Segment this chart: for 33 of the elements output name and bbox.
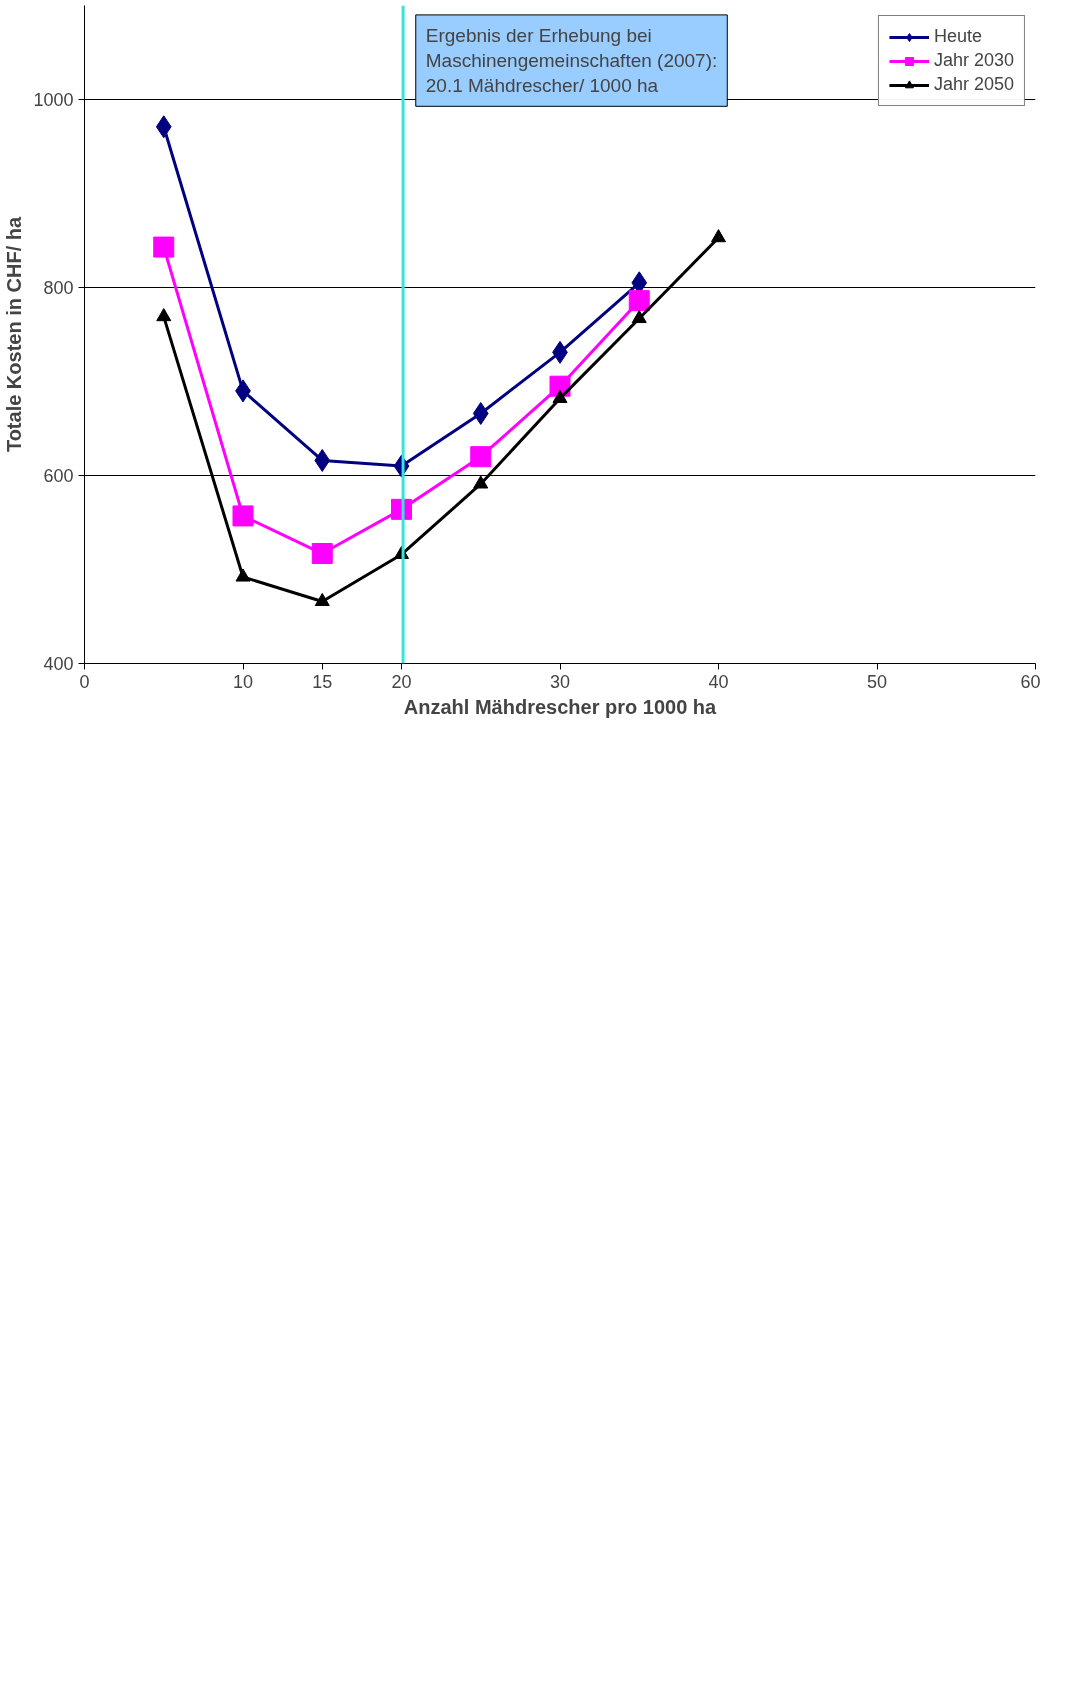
ref-line-label: Ergebnis der Erhebung bei Maschinengemeinschaften (2007): 20.1 Mähdrescher/ 1000 ha: [425, 24, 718, 97]
point: [314, 448, 331, 472]
point: [232, 505, 254, 527]
point: [631, 309, 647, 324]
point: [552, 389, 568, 403]
y-tick-label: 400: [43, 654, 74, 674]
point: [311, 543, 333, 565]
point: [156, 308, 172, 322]
point: [472, 401, 489, 425]
x-tick-label: 20: [391, 671, 412, 692]
x-tick-label: 30: [549, 671, 571, 692]
x-tick-label: 10: [232, 671, 254, 692]
point: [314, 592, 330, 606]
point: [235, 568, 251, 582]
point: [153, 236, 175, 258]
y-tick-label: 600: [43, 466, 74, 486]
x-tick-label: 60: [1020, 671, 1041, 692]
point: [155, 115, 172, 139]
legend-label: Jahr 2050: [933, 74, 1014, 95]
x-tick-label: 15: [312, 671, 333, 692]
point: [711, 229, 726, 243]
legend-label: Jahr 2030: [933, 50, 1014, 71]
point: [628, 290, 650, 312]
x-axis-title: Anzahl Mähdrescher pro 1000 ha: [403, 695, 718, 718]
x-tick-label: 40: [708, 671, 729, 692]
y-axis-title: Totale Kosten in CHF/ ha: [3, 216, 26, 453]
point: [470, 446, 492, 468]
y-tick-label: 1000: [33, 90, 74, 110]
point: [473, 475, 489, 489]
x-tick-label: 0: [79, 671, 90, 692]
y-tick-label: 800: [43, 278, 74, 298]
x-tick-label: 50: [866, 671, 888, 692]
legend-label: Heute: [933, 26, 982, 47]
